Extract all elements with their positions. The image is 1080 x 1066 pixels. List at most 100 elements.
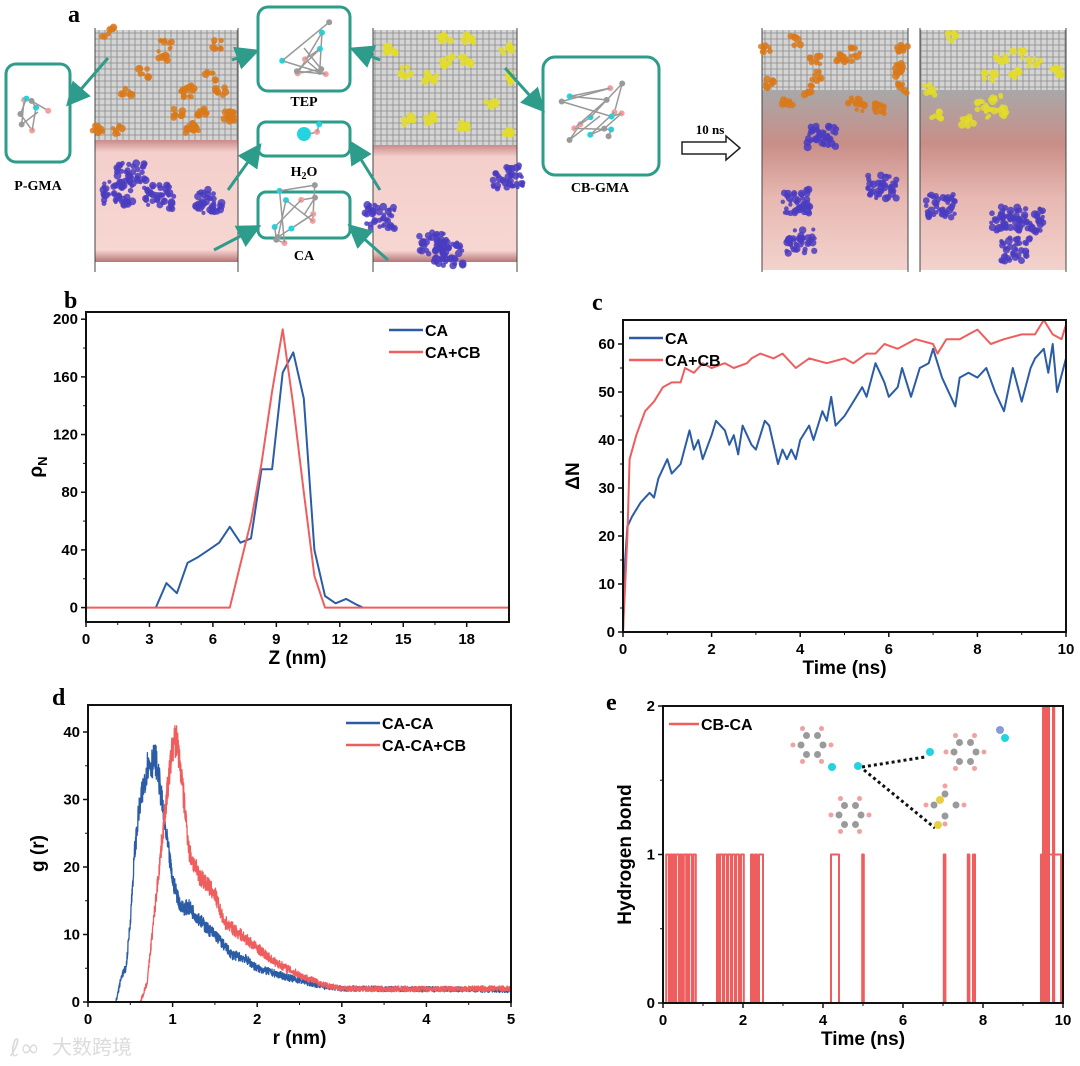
pgma-molecule-box	[4, 62, 72, 164]
x-tick-label: 1	[168, 1011, 176, 1028]
yellow-molecule-clusters	[921, 29, 1065, 129]
y-axis-label: g (r)	[28, 835, 49, 872]
x-tick-label: 12	[331, 631, 348, 648]
chart-e: e 0 2 4 6 8 10 0 1 2 Time (ns) Hydrogen bond CB-CA	[606, 690, 1071, 1050]
x-tick-label: 2	[707, 641, 715, 658]
legend-label: CB-CA	[701, 717, 753, 734]
y-tick-label: 120	[53, 427, 78, 444]
plot-frame	[85, 311, 510, 623]
legend-item: CA-CA+CB	[346, 738, 466, 755]
chart-c: c 0 2 4 6 8 10 0 10 20 30 40 50 60 Time (ns) ΔN CA CA+CB	[563, 290, 1074, 679]
blue-molecule-clusters	[922, 191, 1047, 265]
x-tick-label: 0	[619, 641, 627, 658]
x-tick-label: 8	[979, 1012, 987, 1029]
x-tick-label: 15	[395, 631, 412, 648]
panel-label-e: e	[606, 690, 617, 716]
panel-label-c: c	[592, 290, 603, 316]
blue-molecule-clusters	[361, 162, 526, 270]
molecule-model-icon	[271, 182, 319, 247]
pointer-arrows	[66, 45, 546, 262]
x-tick-label: 6	[899, 1012, 907, 1029]
simulation-box-pgma-initial	[89, 23, 239, 272]
y-tick-label: 50	[598, 384, 615, 401]
blue-molecule-clusters	[99, 159, 226, 216]
y-tick-label: 20	[598, 528, 615, 545]
y-tick-label: 0	[70, 600, 78, 617]
x-tick-label: 10	[1058, 641, 1075, 658]
molecule-model-icon	[17, 95, 52, 134]
molecule-model-icon	[558, 80, 626, 143]
legend-item: CA	[389, 323, 449, 340]
y-tick-label: 0	[647, 995, 655, 1012]
legend-label: CA+CB	[425, 345, 481, 362]
legend-item: CA+CB	[629, 353, 721, 370]
y-tick-label: 30	[598, 480, 615, 497]
orange-molecule-clusters	[757, 33, 911, 116]
x-tick-label: 0	[84, 1011, 92, 1028]
legend-item: CA	[629, 331, 689, 348]
x-tick-label: 4	[796, 641, 805, 658]
x-tick-label: 18	[458, 631, 475, 648]
series-line-ca-plus-cb	[86, 328, 509, 609]
cbgma-label: CB-GMA	[571, 181, 630, 196]
legend-label: CA	[425, 323, 449, 340]
x-axis-label: r (nm)	[273, 1028, 327, 1049]
y-tick-label: 30	[63, 792, 80, 809]
x-tick-label: 2	[253, 1011, 261, 1028]
time-arrow-icon	[681, 134, 742, 162]
x-tick-label: 4	[422, 1011, 431, 1028]
series-line-ca-plus-cb	[622, 319, 1067, 633]
legend-item: CA+CB	[389, 345, 481, 362]
y-axis-label: ρN	[26, 456, 50, 477]
legend-label: CA-CA+CB	[382, 738, 466, 755]
simulation-box-cbgma-10ns	[919, 28, 1067, 272]
h2o-label: H2O	[291, 165, 318, 182]
legend-item: CB-CA	[669, 717, 753, 734]
yellow-molecule-clusters	[382, 31, 515, 138]
x-tick-label: 8	[973, 641, 981, 658]
watermark-text: 大数跨境	[52, 1035, 132, 1059]
y-tick-label: 0	[607, 624, 615, 641]
y-tick-label: 0	[72, 994, 80, 1011]
y-axis-label: ΔN	[563, 462, 584, 489]
x-tick-label: 6	[209, 631, 217, 648]
series-line-cb-ca	[663, 705, 1063, 1004]
series-line-ca	[622, 343, 1067, 633]
x-axis-label: Time (ns)	[821, 1029, 905, 1050]
watermark: ℓ∞ 大数跨境	[9, 1034, 132, 1062]
simulation-box-pgma-10ns	[757, 28, 911, 272]
molecule-model-icon	[279, 19, 333, 78]
pgma-label: P-GMA	[14, 179, 62, 194]
y-tick-label: 10	[598, 576, 615, 593]
orange-molecule-clusters	[89, 23, 238, 137]
x-tick-label: 2	[739, 1012, 747, 1029]
simulation-box-cbgma-initial	[361, 28, 526, 272]
panel-label-d: d	[52, 685, 66, 711]
legend-label: CA-CA	[382, 716, 434, 733]
x-tick-label: 5	[507, 1011, 515, 1028]
series-line-ca-ca-plus-cb	[87, 724, 512, 1003]
blue-molecule-clusters	[780, 122, 900, 257]
time-arrow-label: 10 ns	[696, 122, 725, 137]
legend-item: CA-CA	[346, 716, 434, 733]
x-axis-label: Time (ns)	[802, 658, 886, 679]
panel-label-b: b	[64, 288, 77, 314]
cbgma-molecule-box	[541, 55, 661, 177]
watermark-logo-icon: ℓ∞	[9, 1034, 40, 1062]
y-axis-label: Hydrogen bond	[615, 784, 636, 924]
panel-a-simulation-snapshots: a	[4, 2, 1067, 272]
y-tick-label: 10	[63, 927, 80, 944]
tep-label: TEP	[290, 95, 318, 110]
y-tick-label: 200	[53, 311, 78, 328]
y-tick-label: 40	[598, 432, 615, 449]
ca-label: CA	[294, 249, 315, 264]
y-tick-label: 40	[63, 724, 80, 741]
x-tick-label: 6	[885, 641, 893, 658]
y-tick-label: 1	[647, 847, 655, 864]
y-tick-label: 20	[63, 859, 80, 876]
legend-label: CA+CB	[665, 353, 721, 370]
y-tick-label: 40	[61, 542, 78, 559]
y-tick-label: 80	[61, 484, 78, 501]
x-tick-label: 0	[659, 1012, 667, 1029]
